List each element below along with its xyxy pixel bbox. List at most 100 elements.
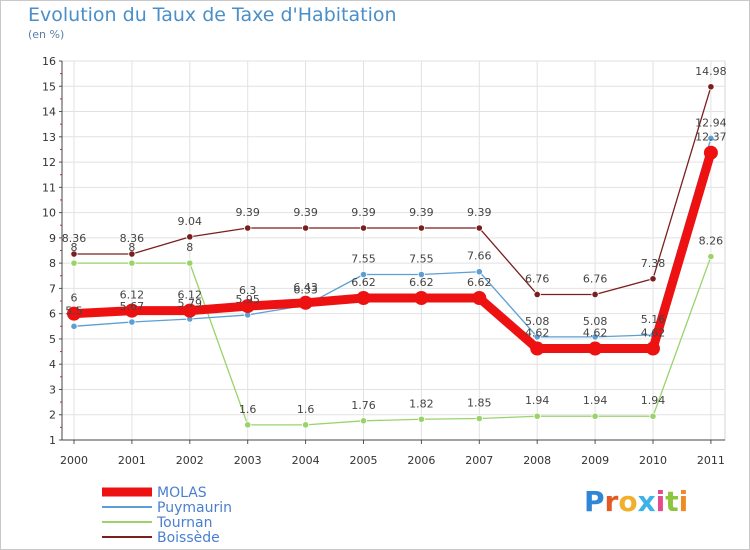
logo-letter: x (637, 485, 656, 518)
data-label-puymaurin: 5.67 (120, 300, 145, 313)
data-label-molas: 6.62 (467, 276, 492, 289)
grid-lines (61, 60, 726, 441)
data-label-puymaurin: 5.79 (178, 297, 203, 310)
data-label-molas: 4.62 (641, 327, 666, 340)
point-molas (646, 341, 660, 356)
point-puymaurin (591, 333, 599, 341)
point-puymaurin (359, 270, 368, 279)
legend-label: Tournan (156, 515, 212, 531)
point-boissède (359, 224, 368, 232)
chart-unit-label: (en %) (28, 28, 65, 41)
point-boissède (128, 250, 136, 258)
point-puymaurin (128, 318, 136, 326)
y-tick-label: 13 (42, 131, 56, 144)
y-tick-label: 10 (42, 207, 56, 220)
data-label-puymaurin: 12.94 (695, 116, 727, 129)
point-tournan (475, 414, 483, 423)
data-label-puymaurin: 6.33 (293, 283, 318, 296)
series-line-molas (73, 151, 716, 354)
point-boissède (70, 250, 78, 258)
data-label-puymaurin: 7.55 (351, 253, 376, 266)
data-label-boissède: 9.39 (409, 206, 434, 219)
point-tournan (70, 259, 78, 267)
legend-label: Puymaurin (157, 500, 232, 516)
data-label-tournan: 8 (128, 241, 135, 254)
point-molas (356, 291, 371, 306)
point-tournan (301, 421, 310, 429)
x-tick-label: 2010 (639, 454, 667, 467)
point-puymaurin (707, 134, 715, 142)
y-tick-label: 7 (49, 282, 56, 295)
y-tick-label: 4 (49, 358, 56, 371)
point-tournan (359, 417, 368, 425)
data-label-boissède: 9.39 (467, 206, 492, 219)
logo-letter: P (584, 485, 605, 518)
data-label-boissède: 6.76 (583, 272, 608, 285)
data-label-boissède: 9.39 (235, 206, 260, 219)
data-label-molas: 12.37 (695, 131, 727, 144)
data-label-tournan: 1.94 (641, 394, 666, 407)
data-label-boissède: 14.98 (695, 65, 727, 78)
logo-letter: i (655, 485, 666, 518)
point-tournan (533, 412, 541, 420)
data-label-boissède: 9.39 (293, 206, 318, 219)
x-tick-label: 2008 (523, 454, 551, 467)
data-label-tournan: 1.76 (351, 399, 376, 412)
data-label-puymaurin: 5.16 (641, 313, 666, 326)
point-tournan (417, 415, 425, 423)
data-label-molas: 6.3 (239, 284, 257, 297)
data-label-molas: 6.62 (409, 276, 434, 289)
series-line-tournan (74, 256, 712, 426)
point-puymaurin (70, 322, 78, 330)
point-boissède (591, 290, 599, 299)
data-label-molas: 6 (71, 292, 78, 305)
point-molas (298, 295, 313, 310)
data-label-puymaurin: 5.08 (583, 315, 608, 328)
point-molas (530, 341, 545, 356)
data-label-tournan: 8 (186, 241, 193, 254)
point-molas (472, 291, 487, 306)
point-boissède (417, 224, 425, 232)
plot-area (61, 60, 726, 441)
point-puymaurin (533, 333, 541, 341)
data-label-tournan: 8.26 (699, 235, 724, 248)
y-tick-label: 11 (42, 181, 56, 194)
y-tick-label: 9 (49, 232, 56, 245)
point-boissède (533, 290, 541, 299)
legend-label: Boissède (157, 530, 220, 546)
y-tick-label: 16 (42, 55, 56, 68)
point-tournan (649, 412, 657, 420)
point-molas (703, 145, 718, 160)
point-molas (588, 341, 603, 356)
point-boissède (707, 83, 715, 91)
point-tournan (707, 252, 715, 261)
data-label-puymaurin: 5.95 (235, 293, 260, 306)
data-label-tournan: 1.82 (409, 397, 434, 410)
legend-label: MOLAS (157, 485, 207, 501)
logo-letter: i (678, 485, 689, 518)
point-tournan (591, 412, 599, 420)
point-tournan (244, 421, 252, 429)
logo-letter: o (618, 485, 638, 518)
x-tick-label: 2009 (581, 454, 609, 467)
x-tick-label: 2001 (118, 454, 146, 467)
point-boissède (475, 224, 483, 232)
x-tick-label: 2007 (465, 454, 493, 467)
logo-letter: r (604, 485, 619, 518)
data-label-boissède: 6.76 (525, 272, 550, 285)
point-boissède (186, 233, 194, 241)
point-boissède (301, 224, 310, 232)
point-tournan (186, 259, 194, 267)
data-label-boissède: 8.36 (62, 232, 87, 245)
series-line-boissède (74, 86, 712, 296)
x-tick-label: 2005 (350, 454, 378, 467)
data-label-boissède: 9.39 (351, 206, 376, 219)
data-label-puymaurin: 7.55 (409, 253, 434, 266)
y-tick-label: 8 (49, 257, 56, 270)
point-molas (67, 306, 81, 321)
data-label-puymaurin: 7.66 (467, 250, 492, 263)
y-tick-label: 2 (49, 409, 56, 422)
y-tick-label: 3 (49, 383, 56, 396)
